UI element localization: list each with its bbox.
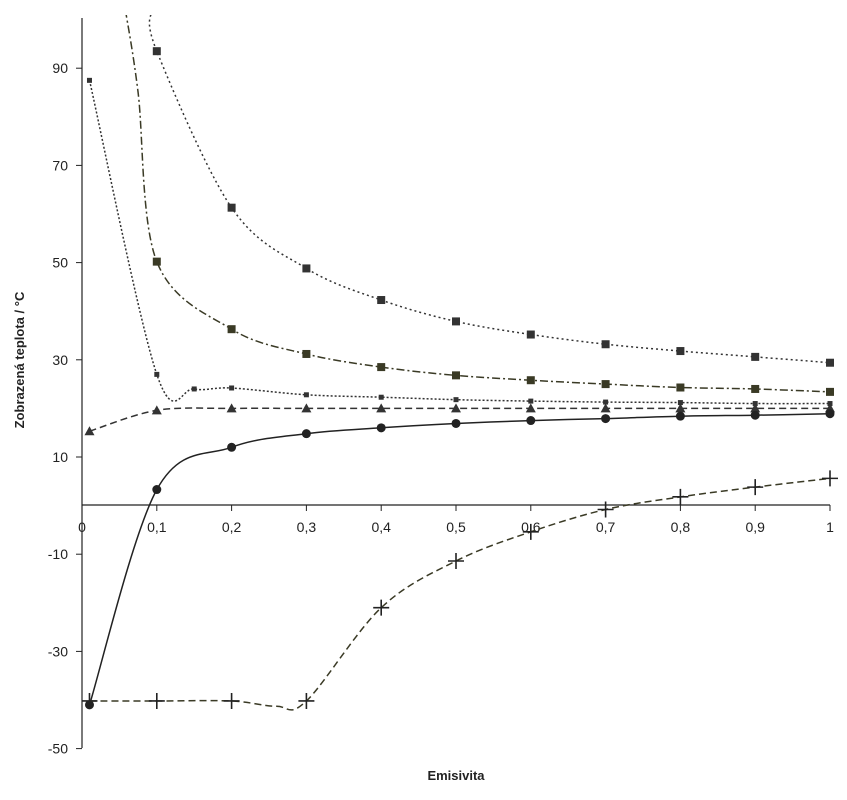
data-point — [154, 371, 160, 377]
y-axis: -50 -30 -10 10 30 50 70 90 — [48, 18, 83, 757]
data-point — [298, 692, 315, 709]
data-point — [452, 317, 460, 326]
data-point — [526, 416, 536, 426]
data-point — [747, 479, 764, 496]
data-point — [378, 394, 384, 400]
series-4 — [84, 403, 835, 436]
data-point — [452, 371, 460, 380]
series-6 — [82, 470, 838, 711]
data-point — [191, 386, 197, 392]
y-tick-label: 10 — [52, 449, 68, 465]
data-point — [302, 264, 311, 273]
data-point — [601, 340, 610, 349]
data-point — [451, 418, 461, 428]
data-point — [453, 397, 459, 403]
data-point — [152, 257, 161, 266]
data-point — [826, 387, 834, 396]
data-point — [226, 403, 237, 413]
y-axis-title: Zobrazená teplota / °C — [12, 291, 27, 428]
x-axis-ticks: 00,10,20,30,40,50,60,70,80,91 — [78, 505, 834, 535]
data-point — [152, 47, 161, 56]
series-layer — [82, 15, 838, 711]
data-point — [825, 409, 835, 419]
data-point — [751, 384, 760, 393]
data-point — [675, 411, 685, 421]
data-point — [227, 325, 236, 334]
y-tick-label: -10 — [48, 546, 68, 562]
data-point — [377, 296, 386, 305]
x-tick-label: 0,7 — [596, 519, 616, 535]
data-point — [603, 399, 609, 405]
data-point — [451, 403, 461, 413]
data-point — [822, 470, 838, 487]
data-point — [223, 692, 240, 709]
data-point — [301, 403, 312, 413]
series-line — [148, 15, 831, 364]
data-point — [601, 380, 610, 389]
data-point — [376, 403, 387, 413]
data-point — [751, 352, 760, 361]
data-point — [528, 398, 534, 404]
x-tick-label: 0,5 — [446, 519, 466, 535]
y-tick-label: 70 — [52, 157, 68, 173]
series-5 — [84, 409, 835, 710]
data-point — [227, 203, 236, 212]
data-point — [675, 403, 686, 413]
data-point — [601, 414, 611, 424]
x-tick-label: 0,8 — [671, 519, 691, 535]
data-point — [229, 385, 235, 391]
data-point — [227, 442, 237, 452]
data-point — [677, 400, 683, 406]
data-point — [152, 485, 162, 495]
data-point — [525, 403, 536, 413]
data-point — [522, 523, 539, 540]
x-tick-label: 0,9 — [745, 519, 765, 535]
data-point — [750, 403, 761, 413]
series-1 — [148, 15, 834, 367]
y-tick-label: -50 — [48, 741, 68, 757]
x-tick-label: 1 — [826, 519, 834, 535]
series-line — [88, 412, 831, 706]
series-3 — [86, 77, 833, 407]
x-tick-label: 0,4 — [371, 519, 391, 535]
data-point — [84, 426, 95, 436]
x-tick-label: 0,2 — [222, 519, 242, 535]
data-point — [151, 405, 162, 415]
series-line — [88, 80, 831, 405]
y-tick-label: -30 — [48, 643, 68, 659]
data-point — [826, 358, 834, 367]
series-line — [125, 15, 831, 393]
data-point — [600, 403, 611, 413]
data-point — [526, 330, 535, 339]
data-point — [303, 392, 309, 398]
y-tick-label: 90 — [52, 60, 68, 76]
data-point — [301, 429, 311, 439]
data-point — [148, 692, 165, 709]
data-point — [676, 383, 685, 392]
y-tick-label: 30 — [52, 352, 68, 368]
data-point — [373, 599, 390, 616]
data-point — [448, 553, 464, 570]
series-2 — [125, 15, 834, 396]
data-point — [376, 423, 386, 433]
x-tick-label: 0,3 — [297, 519, 317, 535]
data-point — [672, 488, 689, 505]
data-point — [82, 692, 98, 709]
y-tick-label: 50 — [52, 255, 68, 271]
data-point — [526, 376, 535, 385]
data-point — [86, 77, 92, 83]
y-axis-ticks: -50 -30 -10 10 30 50 70 90 — [48, 60, 82, 757]
x-tick-label: 0,1 — [147, 519, 167, 535]
data-point — [676, 347, 685, 356]
x-axis-title: Emisivita — [427, 768, 485, 783]
series-line — [89, 477, 831, 711]
data-point — [302, 349, 311, 358]
data-point — [750, 410, 760, 420]
data-point — [597, 501, 614, 518]
x-axis: 00,10,20,30,40,50,60,70,80,91 — [78, 504, 834, 535]
data-point — [377, 363, 386, 372]
